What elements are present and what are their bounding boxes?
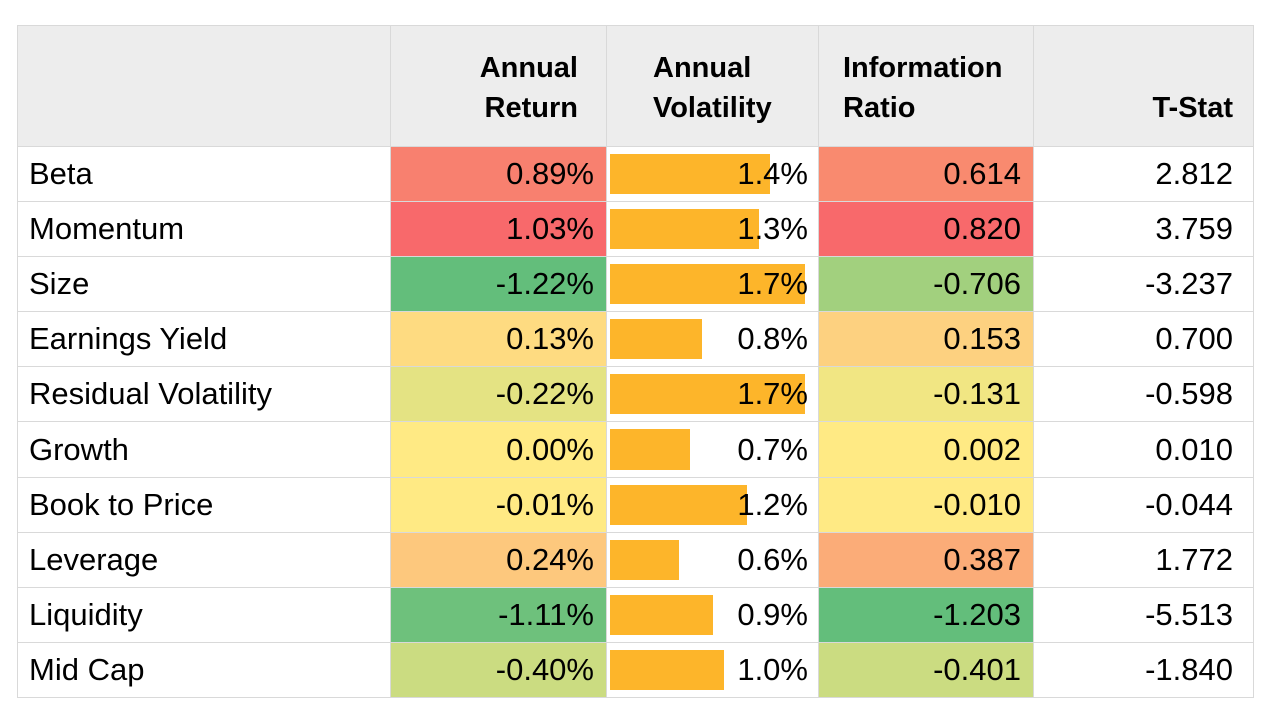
t-stat-beta: 2.812: [1033, 145, 1254, 203]
volatility-bar-beta: [610, 154, 770, 195]
volatility-bar-residual-volatility: [610, 374, 805, 415]
annual-volatility-size: 1.7%: [737, 266, 808, 302]
annual-volatility-residual-volatility: 1.7%: [737, 376, 808, 412]
annual-return-size: -1.22%: [390, 256, 607, 313]
factor-name-leverage: Leverage: [17, 531, 391, 588]
header-information-ratio: Information Ratio: [818, 25, 1034, 147]
factor-name-book-to-price: Book to Price: [17, 476, 391, 533]
table-row: Size -1.22% 1.7% -0.706 -3.237: [17, 256, 1254, 313]
header-annual-return-line2: Return: [484, 92, 578, 124]
annual-volatility-cell-mid-cap: 1.0%: [606, 641, 819, 699]
annual-return-book-to-price: -0.01%: [390, 476, 607, 533]
annual-return-earnings-yield: 0.13%: [390, 311, 607, 368]
header-annual-volatility: Annual Volatility: [606, 25, 819, 147]
factor-name-earnings-yield: Earnings Yield: [17, 311, 391, 368]
annual-volatility-book-to-price: 1.2%: [737, 486, 808, 522]
annual-volatility-cell-earnings-yield: 0.8%: [606, 311, 819, 368]
information-ratio-residual-volatility: -0.131: [818, 366, 1034, 423]
annual-volatility-cell-liquidity: 0.9%: [606, 586, 819, 643]
volatility-bar-mid-cap: [610, 649, 724, 690]
header-annual-return-line1: Annual: [479, 52, 578, 84]
volatility-bar-momentum: [610, 209, 759, 250]
volatility-bar-growth: [610, 429, 690, 470]
factor-name-liquidity: Liquidity: [17, 586, 391, 643]
annual-volatility-cell-momentum: 1.3%: [606, 201, 819, 258]
annual-volatility-earnings-yield: 0.8%: [737, 321, 808, 357]
information-ratio-leverage: 0.387: [818, 531, 1034, 588]
annual-volatility-growth: 0.7%: [737, 431, 808, 467]
factor-performance-table: Annual Return Annual Volatility Informat…: [17, 25, 1254, 699]
t-stat-residual-volatility: -0.598: [1033, 366, 1254, 423]
header-row: Annual Return Annual Volatility Informat…: [17, 25, 1254, 147]
annual-volatility-cell-beta: 1.4%: [606, 145, 819, 203]
information-ratio-beta: 0.614: [818, 145, 1034, 203]
table-row: Liquidity -1.11% 0.9% -1.203 -5.513: [17, 586, 1254, 643]
volatility-bar-leverage: [610, 539, 679, 580]
volatility-bar-size: [610, 264, 805, 305]
annual-return-liquidity: -1.11%: [390, 586, 607, 643]
annual-return-momentum: 1.03%: [390, 201, 607, 258]
t-stat-earnings-yield: 0.700: [1033, 311, 1254, 368]
information-ratio-momentum: 0.820: [818, 201, 1034, 258]
t-stat-liquidity: -5.513: [1033, 586, 1254, 643]
table-body: Beta 0.89% 1.4% 0.614 2.812 Momentum 1.03% 1.3%…: [17, 145, 1254, 699]
volatility-bar-book-to-price: [610, 484, 747, 525]
header-information-ratio-line1: Information: [843, 52, 1003, 84]
factor-name-size: Size: [17, 256, 391, 313]
header-t-stat-line1: T-Stat: [1152, 92, 1233, 124]
information-ratio-liquidity: -1.203: [818, 586, 1034, 643]
information-ratio-size: -0.706: [818, 256, 1034, 313]
header-annual-volatility-line1: Annual: [653, 52, 752, 84]
annual-return-mid-cap: -0.40%: [390, 641, 607, 699]
volatility-bar-earnings-yield: [610, 319, 702, 360]
annual-volatility-beta: 1.4%: [737, 156, 808, 192]
annual-volatility-cell-size: 1.7%: [606, 256, 819, 313]
factor-name-mid-cap: Mid Cap: [17, 641, 391, 699]
factor-name-beta: Beta: [17, 145, 391, 203]
annual-volatility-cell-growth: 0.7%: [606, 421, 819, 478]
annual-volatility-cell-residual-volatility: 1.7%: [606, 366, 819, 423]
table-row: Book to Price -0.01% 1.2% -0.010 -0.044: [17, 476, 1254, 533]
t-stat-leverage: 1.772: [1033, 531, 1254, 588]
factor-name-growth: Growth: [17, 421, 391, 478]
t-stat-mid-cap: -1.840: [1033, 641, 1254, 699]
information-ratio-book-to-price: -0.010: [818, 476, 1034, 533]
t-stat-growth: 0.010: [1033, 421, 1254, 478]
table-row: Beta 0.89% 1.4% 0.614 2.812: [17, 145, 1254, 203]
factor-name-momentum: Momentum: [17, 201, 391, 258]
factor-name-residual-volatility: Residual Volatility: [17, 366, 391, 423]
annual-return-growth: 0.00%: [390, 421, 607, 478]
table-row: Growth 0.00% 0.7% 0.002 0.010: [17, 421, 1254, 478]
header-information-ratio-line2: Ratio: [843, 92, 916, 124]
annual-volatility-cell-leverage: 0.6%: [606, 531, 819, 588]
t-stat-size: -3.237: [1033, 256, 1254, 313]
information-ratio-mid-cap: -0.401: [818, 641, 1034, 699]
table-row: Leverage 0.24% 0.6% 0.387 1.772: [17, 531, 1254, 588]
header-factor: [17, 25, 391, 147]
annual-return-leverage: 0.24%: [390, 531, 607, 588]
information-ratio-earnings-yield: 0.153: [818, 311, 1034, 368]
t-stat-momentum: 3.759: [1033, 201, 1254, 258]
header-annual-return: Annual Return: [390, 25, 607, 147]
information-ratio-growth: 0.002: [818, 421, 1034, 478]
annual-volatility-liquidity: 0.9%: [737, 596, 808, 632]
annual-volatility-leverage: 0.6%: [737, 541, 808, 577]
volatility-bar-liquidity: [610, 594, 713, 635]
table-row: Residual Volatility -0.22% 1.7% -0.131 -0.59…: [17, 366, 1254, 423]
header-annual-volatility-line2: Volatility: [653, 92, 772, 124]
header-t-stat: T-Stat: [1033, 25, 1254, 147]
annual-volatility-momentum: 1.3%: [737, 211, 808, 247]
annual-return-residual-volatility: -0.22%: [390, 366, 607, 423]
table-row: Mid Cap -0.40% 1.0% -0.401 -1.840: [17, 641, 1254, 699]
annual-volatility-mid-cap: 1.0%: [737, 651, 808, 687]
table-row: Earnings Yield 0.13% 0.8% 0.153 0.700: [17, 311, 1254, 368]
t-stat-book-to-price: -0.044: [1033, 476, 1254, 533]
annual-return-beta: 0.89%: [390, 145, 607, 203]
table-row: Momentum 1.03% 1.3% 0.820 3.759: [17, 201, 1254, 258]
annual-volatility-cell-book-to-price: 1.2%: [606, 476, 819, 533]
